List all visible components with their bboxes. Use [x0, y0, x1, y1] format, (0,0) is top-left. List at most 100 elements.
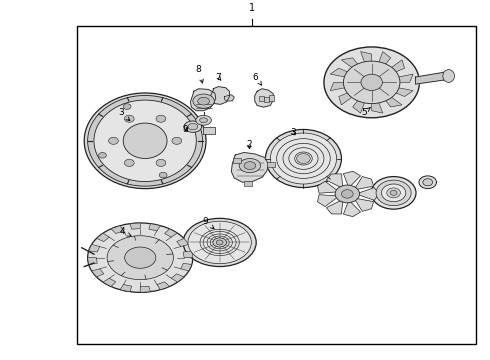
Ellipse shape [343, 61, 400, 104]
Bar [202, 127, 215, 134]
Ellipse shape [84, 93, 206, 189]
Polygon shape [372, 100, 383, 113]
Ellipse shape [123, 123, 167, 158]
Polygon shape [171, 274, 184, 282]
Polygon shape [384, 95, 402, 107]
Polygon shape [231, 153, 269, 182]
Polygon shape [354, 176, 373, 190]
Polygon shape [224, 95, 234, 101]
Polygon shape [89, 244, 100, 252]
Text: 3: 3 [118, 108, 130, 121]
Ellipse shape [183, 219, 256, 266]
Bar [245, 181, 252, 186]
Ellipse shape [371, 176, 416, 209]
Polygon shape [330, 82, 348, 91]
Polygon shape [191, 89, 216, 111]
Polygon shape [318, 181, 339, 193]
Ellipse shape [335, 185, 360, 203]
Polygon shape [318, 195, 339, 207]
Polygon shape [326, 174, 343, 188]
Ellipse shape [107, 236, 173, 280]
Ellipse shape [387, 188, 400, 198]
Ellipse shape [193, 94, 214, 108]
Ellipse shape [200, 118, 207, 123]
Bar [77, 26, 476, 345]
Polygon shape [103, 278, 116, 287]
Polygon shape [395, 74, 413, 82]
Polygon shape [140, 286, 150, 292]
Circle shape [172, 137, 182, 144]
Circle shape [159, 172, 167, 178]
Ellipse shape [361, 74, 382, 90]
Ellipse shape [266, 130, 342, 188]
Ellipse shape [342, 190, 353, 198]
Ellipse shape [124, 247, 156, 268]
Circle shape [156, 115, 166, 122]
Ellipse shape [88, 95, 202, 186]
Polygon shape [177, 238, 189, 247]
Polygon shape [211, 87, 229, 104]
Circle shape [109, 137, 118, 144]
Bar [265, 96, 270, 102]
Ellipse shape [296, 154, 310, 163]
Ellipse shape [390, 190, 397, 195]
Polygon shape [326, 199, 343, 214]
Polygon shape [361, 51, 372, 64]
Polygon shape [393, 87, 413, 96]
Ellipse shape [188, 221, 251, 264]
Polygon shape [389, 60, 405, 73]
Bar [259, 96, 264, 102]
Polygon shape [356, 188, 379, 200]
Polygon shape [92, 269, 104, 277]
Ellipse shape [270, 133, 337, 184]
Polygon shape [88, 258, 97, 265]
Ellipse shape [381, 184, 406, 202]
Bar [233, 158, 241, 163]
Ellipse shape [324, 47, 419, 118]
Polygon shape [353, 98, 366, 113]
Text: 9: 9 [202, 217, 214, 229]
Polygon shape [130, 223, 140, 229]
Ellipse shape [94, 100, 196, 181]
Polygon shape [354, 198, 373, 211]
Polygon shape [330, 68, 350, 78]
Ellipse shape [88, 223, 193, 292]
Polygon shape [157, 282, 170, 290]
Text: 4: 4 [120, 227, 131, 236]
Ellipse shape [213, 238, 226, 247]
Ellipse shape [239, 158, 261, 173]
Ellipse shape [184, 121, 202, 132]
Ellipse shape [188, 123, 198, 130]
Bar [267, 162, 275, 167]
Polygon shape [342, 58, 360, 69]
Ellipse shape [423, 179, 433, 186]
Bar [270, 95, 274, 101]
Polygon shape [120, 284, 132, 292]
Polygon shape [181, 264, 192, 271]
Text: 6: 6 [253, 73, 262, 85]
Circle shape [124, 159, 134, 166]
Text: 5: 5 [362, 108, 370, 117]
Text: 1: 1 [249, 3, 255, 13]
Ellipse shape [216, 240, 223, 245]
Text: 2: 2 [246, 140, 252, 149]
Polygon shape [183, 251, 193, 258]
Text: 9: 9 [183, 125, 189, 134]
Text: 7: 7 [215, 73, 221, 82]
Circle shape [98, 152, 106, 158]
Text: 3: 3 [290, 128, 295, 137]
Polygon shape [165, 229, 177, 237]
Polygon shape [416, 72, 447, 84]
Polygon shape [255, 89, 273, 107]
Polygon shape [343, 171, 361, 188]
Polygon shape [111, 226, 123, 234]
Ellipse shape [198, 97, 209, 105]
Polygon shape [149, 224, 160, 231]
Ellipse shape [244, 162, 256, 170]
Polygon shape [378, 51, 391, 67]
Circle shape [156, 159, 166, 166]
Circle shape [184, 123, 192, 129]
Ellipse shape [443, 69, 455, 82]
Circle shape [124, 115, 134, 122]
Ellipse shape [419, 176, 437, 189]
